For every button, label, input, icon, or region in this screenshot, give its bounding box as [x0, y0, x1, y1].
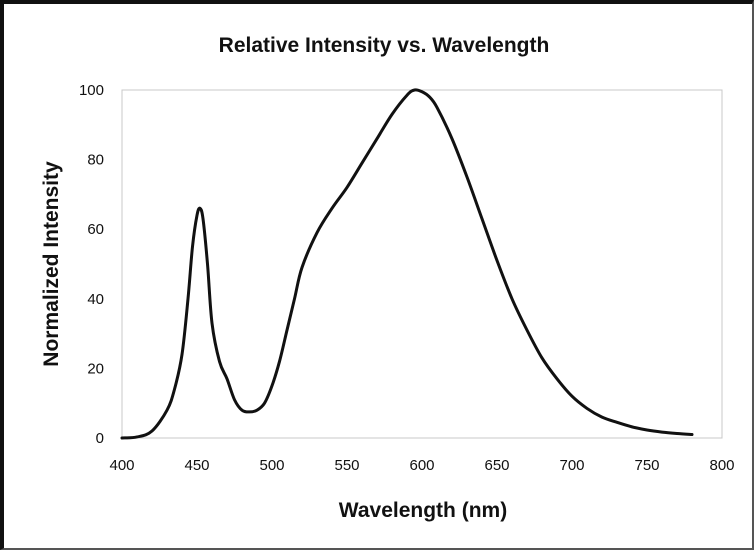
x-tick-label: 550 — [334, 457, 359, 474]
x-tick-label: 450 — [184, 457, 209, 474]
y-tick-label: 60 — [87, 221, 104, 238]
y-tick-label: 80 — [87, 152, 104, 169]
plot-area-border — [121, 89, 723, 439]
intensity-curve — [120, 88, 694, 440]
y-tick-label: 100 — [79, 82, 104, 99]
y-tick-label: 20 — [87, 360, 104, 377]
y-axis-label: Normalized Intensity — [40, 161, 63, 367]
x-tick-label: 650 — [484, 457, 509, 474]
x-axis-label: Wavelength (nm) — [339, 499, 507, 522]
chart-title: Relative Intensity vs. Wavelength — [219, 34, 550, 57]
x-tick-label: 400 — [109, 457, 134, 474]
y-tick-label: 40 — [87, 291, 104, 308]
x-tick-label: 600 — [409, 457, 434, 474]
x-tick-label: 800 — [709, 457, 734, 474]
y-tick-label: 0 — [96, 430, 104, 447]
x-tick-label: 500 — [259, 457, 284, 474]
x-tick-label: 700 — [559, 457, 584, 474]
x-tick-label: 750 — [634, 457, 659, 474]
